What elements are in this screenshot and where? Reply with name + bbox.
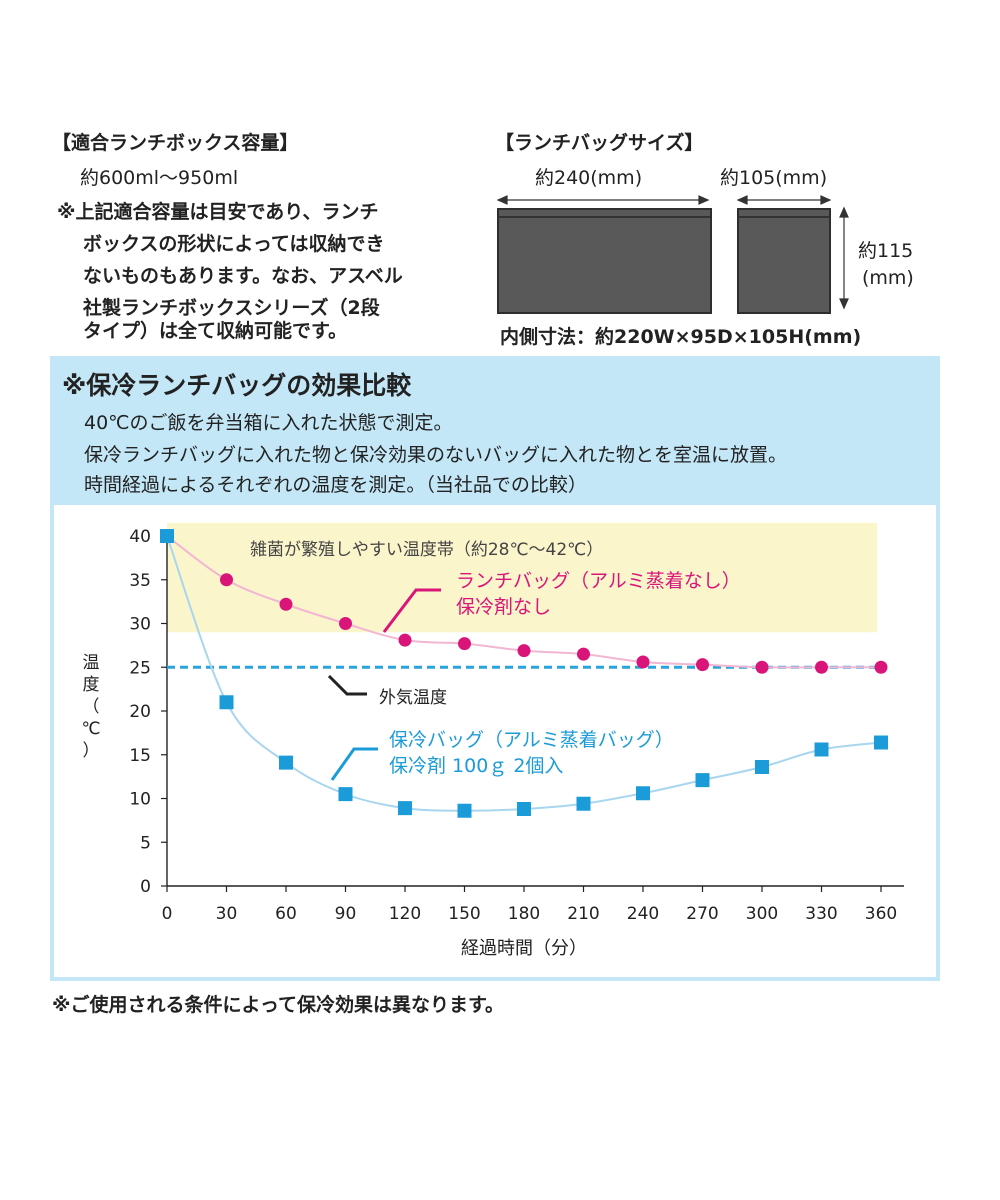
series-no-cooling-point xyxy=(577,647,590,661)
y-axis-title-char: （ xyxy=(83,697,100,717)
y-tick-label: 30 xyxy=(129,615,151,635)
series-cooling-bag-point xyxy=(874,735,888,750)
series-cooling-bag-point xyxy=(814,742,829,757)
x-tick-label: 60 xyxy=(275,904,297,924)
risk-temperature-band xyxy=(167,522,877,633)
series-cooling-bag-point xyxy=(279,755,293,770)
series-no-cooling-point xyxy=(517,644,531,658)
depth-arrowhead-right xyxy=(820,195,832,205)
no-cooling-label-line: ランチバッグ（アルミ蒸着なし） xyxy=(456,570,741,592)
y-axis-title-char: 度 xyxy=(83,675,100,695)
series-cooling-bag-point xyxy=(160,529,174,543)
x-tick-label: 30 xyxy=(216,904,238,924)
depth-arrowhead-left xyxy=(736,195,748,205)
comparison-desc-line: 保冷ランチバッグに入れた物と保冷効果のないバッグに入れた物とを室温に放置。 xyxy=(84,444,788,466)
capacity-note-line: ないものもあります。なお、アスベル xyxy=(83,265,403,287)
x-tick-label: 150 xyxy=(448,904,480,924)
series-cooling-bag-point xyxy=(219,695,234,710)
series-no-cooling-point xyxy=(339,617,352,630)
ambient-leader-line xyxy=(327,674,367,696)
band-label: 雑菌が繁殖しやすい温度帯（約28℃〜42℃） xyxy=(250,540,603,560)
y-tick-label: 40 xyxy=(129,527,151,547)
series-cooling-bag-point xyxy=(398,801,412,816)
series-cooling-bag-point xyxy=(636,786,650,801)
series-no-cooling-point xyxy=(279,597,293,611)
temperature-chart: 雑菌が繁殖しやすい温度帯（約28℃〜42℃） 0 5 10 15 20 25 30 35 40 0 3… xyxy=(81,522,904,959)
capacity-note-line: 社製ランチボックスシリーズ（2段 xyxy=(83,297,380,319)
series-cooling-bag-point xyxy=(695,773,710,788)
series-no-cooling-point xyxy=(458,637,471,651)
series-no-cooling-point xyxy=(815,660,828,674)
bag-side-illustration xyxy=(737,208,831,314)
chart-area: 雑菌が繁殖しやすい温度帯（約28℃〜42℃） 0 5 10 15 20 25 30 35 40 0 3… xyxy=(54,505,936,977)
capacity-note-line: ※上記適合容量は目安であり、ランチ xyxy=(57,201,379,223)
x-axis-title: 経過時間（分） xyxy=(461,938,587,959)
y-tick-label: 5 xyxy=(140,833,151,853)
y-axis-title-char: ℃ xyxy=(81,719,100,739)
y-axis-title-char: ） xyxy=(83,741,100,761)
series-cooling-bag-point xyxy=(517,802,531,816)
comparison-title: ※保冷ランチバッグの効果比較 xyxy=(62,371,412,400)
dimension-arrows xyxy=(496,195,849,310)
x-tick-label: 300 xyxy=(746,904,778,924)
x-tick-label: 210 xyxy=(567,904,599,924)
y-tick-label: 25 xyxy=(129,658,151,678)
series-cooling-bag-point xyxy=(576,796,591,811)
footer-note: ※ご使用される条件によって保冷効果は異なります。 xyxy=(52,994,505,1016)
width-arrowhead-right xyxy=(698,195,710,205)
width-label: 約240(mm) xyxy=(535,167,643,189)
x-tick-label: 180 xyxy=(508,904,540,924)
comparison-desc-line: 時間経過によるそれぞれの温度を測定。（当社品での比較） xyxy=(84,474,587,496)
height-arrowhead-top xyxy=(839,206,849,218)
height-label: 約115 xyxy=(858,240,914,262)
y-tick-label: 10 xyxy=(129,790,151,810)
capacity-heading: 【適合ランチボックス容量】 xyxy=(52,132,299,154)
x-tick-label: 120 xyxy=(389,904,421,924)
no-cooling-leader-line xyxy=(382,588,441,633)
x-tick-label: 0 xyxy=(162,904,173,924)
size-heading: 【ランチバッグサイズ】 xyxy=(495,132,704,154)
x-tick-label: 90 xyxy=(335,904,357,924)
depth-label: 約105(mm) xyxy=(720,167,828,189)
series-no-cooling-point xyxy=(874,660,888,674)
series-cooling-bag-point xyxy=(755,760,769,774)
cooling-bag-label-line: 保冷剤 100ｇ 2個入 xyxy=(389,755,563,777)
series-no-cooling-point xyxy=(755,660,769,674)
inner-dimensions: 内側寸法：約220W×95D×105H(mm) xyxy=(500,326,862,348)
ambient-label: 外気温度 xyxy=(379,688,447,708)
series-no-cooling-point xyxy=(636,655,650,669)
cooling-bag-leader-line xyxy=(330,747,378,781)
x-tick-label: 360 xyxy=(865,904,897,924)
capacity-note-line: ボックスの形状によっては収納でき xyxy=(83,233,385,255)
width-arrowhead-left xyxy=(496,195,508,205)
x-tick-label: 330 xyxy=(805,904,837,924)
comparison-desc-line: 40℃のご飯を弁当箱に入れた状態で測定。 xyxy=(84,412,453,434)
height-arrowhead-bottom xyxy=(839,298,849,310)
y-tick-label: 20 xyxy=(129,702,151,722)
height-unit-label: (mm) xyxy=(862,267,914,289)
series-no-cooling-point xyxy=(696,658,709,672)
capacity-range: 約600ml〜950ml xyxy=(80,167,239,189)
y-tick-label: 35 xyxy=(129,571,151,591)
no-cooling-label-line: 保冷剤なし xyxy=(456,596,551,618)
series-cooling-bag-point xyxy=(338,787,353,802)
x-tick-label: 240 xyxy=(627,904,659,924)
bag-front-illustration xyxy=(497,208,712,314)
y-tick-label: 15 xyxy=(129,746,151,766)
series-cooling-bag-point xyxy=(457,803,472,818)
series-no-cooling-point xyxy=(398,633,412,647)
cooling-bag-label-line: 保冷バッグ（アルミ蒸着バッグ） xyxy=(389,729,674,751)
capacity-note-line: タイプ）は全て収納可能です。 xyxy=(83,320,348,342)
y-axis-title-char: 温 xyxy=(83,653,100,673)
y-tick-label: 0 xyxy=(140,877,151,897)
x-tick-label: 270 xyxy=(686,904,718,924)
series-no-cooling-point xyxy=(220,573,233,587)
